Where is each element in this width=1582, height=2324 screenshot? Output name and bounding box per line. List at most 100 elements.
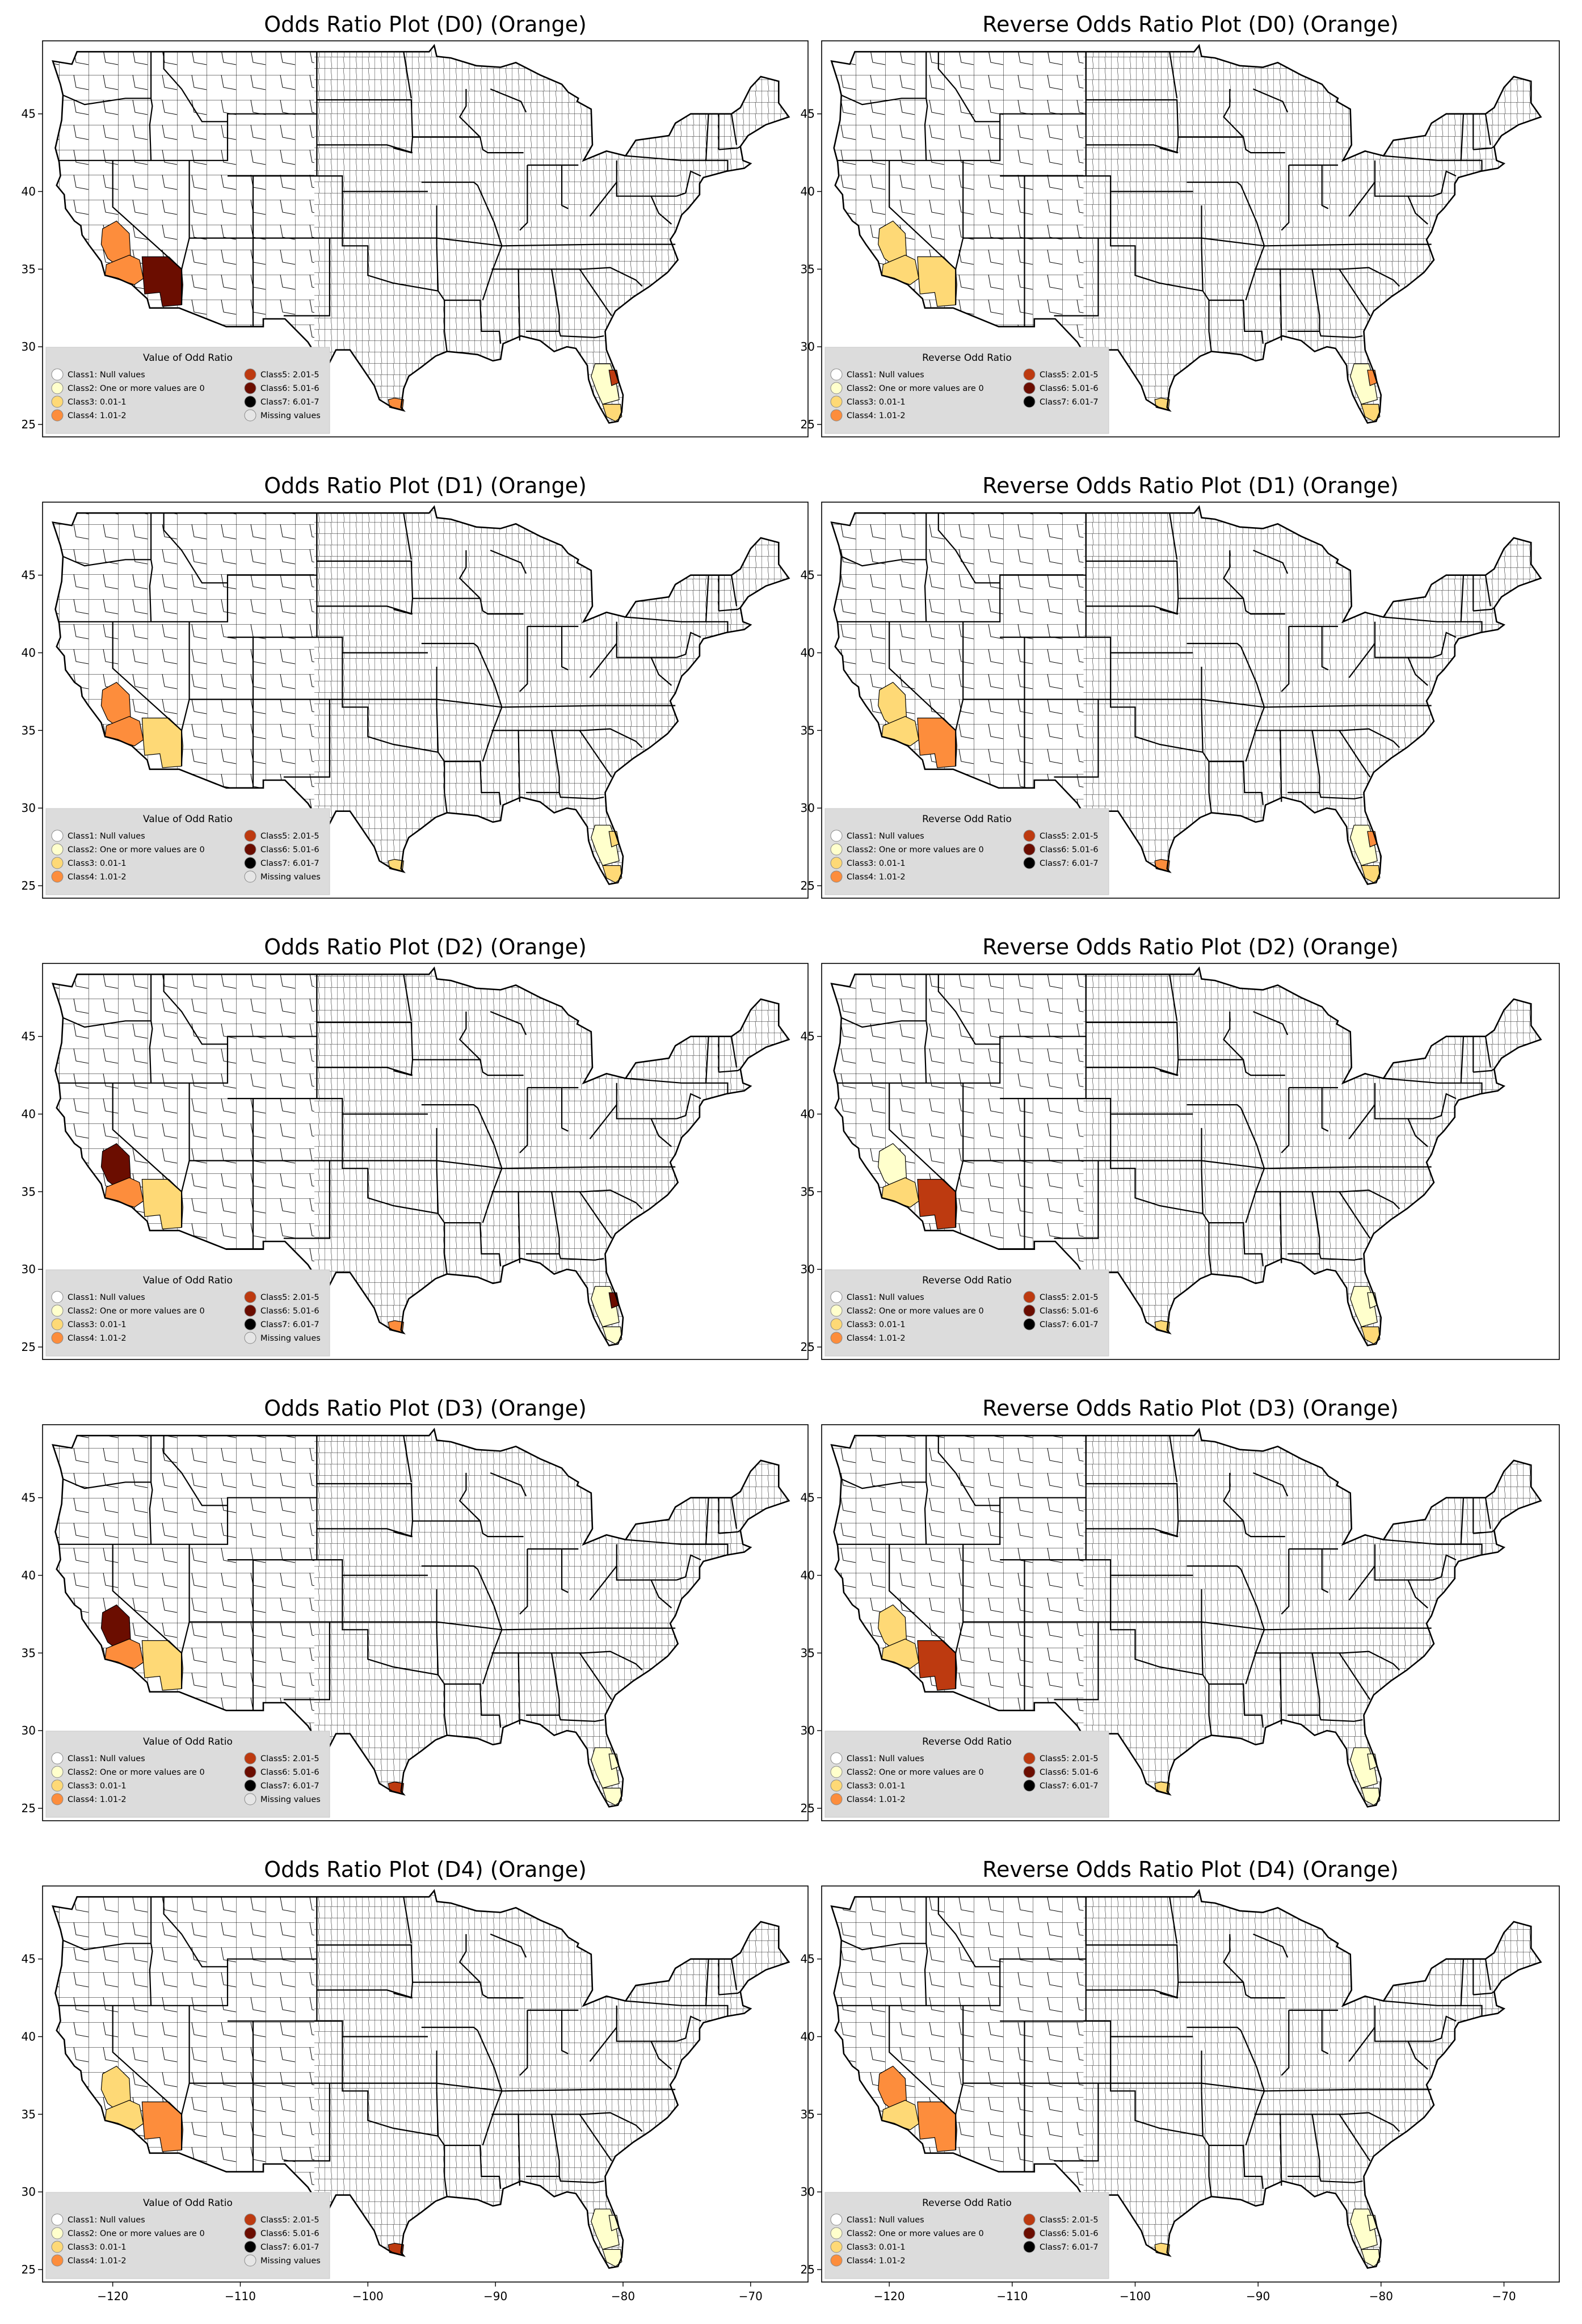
state-border bbox=[1339, 730, 1371, 778]
state-border bbox=[841, 1017, 927, 1028]
state-border bbox=[1383, 575, 1465, 622]
state-border bbox=[1209, 299, 1264, 344]
legend-box bbox=[824, 808, 1109, 895]
state-border bbox=[924, 974, 928, 1083]
state-border bbox=[517, 2114, 520, 2186]
state-border bbox=[924, 52, 928, 161]
state-border bbox=[589, 643, 617, 678]
conus-outline bbox=[52, 1428, 790, 1808]
state-border bbox=[413, 1520, 524, 1538]
state-border bbox=[1484, 1036, 1491, 1068]
state-border bbox=[1432, 1554, 1457, 1581]
legend-item-label: Class6: 5.01-6 bbox=[1040, 1768, 1099, 1777]
legend-marker bbox=[51, 843, 64, 856]
state-border bbox=[718, 146, 741, 150]
state-border bbox=[490, 88, 527, 113]
state-border bbox=[676, 2015, 701, 2042]
state-border bbox=[889, 160, 957, 305]
state-border bbox=[1288, 2114, 1320, 2177]
y-tick-label: 40 bbox=[801, 1569, 815, 1582]
state-border bbox=[558, 1715, 604, 1722]
legend-item-label: Class4: 1.01-2 bbox=[847, 411, 906, 420]
legend-marker bbox=[244, 2227, 256, 2239]
state-border bbox=[228, 636, 428, 654]
legend-item-label: Class4: 1.01-2 bbox=[68, 1795, 127, 1804]
legend-marker bbox=[830, 368, 843, 381]
state-border bbox=[1169, 1435, 1178, 1483]
state-border bbox=[490, 549, 527, 574]
state-border bbox=[436, 2091, 439, 2136]
state-border bbox=[477, 1569, 503, 1685]
legend-marker bbox=[51, 1304, 64, 1317]
state-border bbox=[706, 1082, 729, 1094]
legend-item-label: Class7: 6.01-7 bbox=[1040, 859, 1099, 868]
state-border bbox=[706, 2005, 729, 2016]
state-border bbox=[1319, 792, 1363, 799]
legend-marker bbox=[244, 2254, 256, 2267]
legend-marker bbox=[244, 1318, 256, 1331]
panel-title: Odds Ratio Plot (D1) (Orange) bbox=[264, 473, 587, 498]
legend-item-label: Class6: 5.01-6 bbox=[260, 1307, 319, 1316]
state-border bbox=[436, 1630, 439, 1675]
legend-box bbox=[45, 2192, 330, 2279]
conus-outline bbox=[52, 505, 790, 885]
legend-marker bbox=[244, 395, 256, 408]
legend-item-label: Class7: 6.01-7 bbox=[260, 859, 319, 868]
legend-marker bbox=[244, 409, 256, 422]
state-border bbox=[561, 1549, 569, 1593]
legend-item-label: Class2: One or more values are 0 bbox=[68, 1768, 205, 1777]
state-border bbox=[413, 1981, 524, 1999]
state-border bbox=[1473, 1530, 1495, 1534]
state-border bbox=[1209, 760, 1264, 805]
legend-item-label: Missing values bbox=[260, 873, 321, 882]
state-border bbox=[1085, 1067, 1179, 1076]
state-border bbox=[163, 513, 228, 584]
state-border bbox=[1281, 2010, 1290, 2076]
axes-frame bbox=[42, 502, 809, 899]
state-border bbox=[1208, 300, 1212, 352]
y-tick-label: 45 bbox=[22, 1030, 36, 1043]
y-tick-label: 40 bbox=[801, 646, 815, 660]
state-border bbox=[616, 160, 677, 197]
legend-item-label: Class5: 2.01-5 bbox=[1040, 371, 1099, 380]
state-border bbox=[283, 238, 331, 317]
state-border bbox=[1407, 657, 1428, 686]
panel-title: Reverse Odds Ratio Plot (D4) (Orange) bbox=[982, 1857, 1398, 1882]
legend-item-label: Class4: 1.01-2 bbox=[68, 411, 127, 420]
state-border bbox=[149, 1897, 153, 2006]
legend-item-label: Class6: 5.01-6 bbox=[1040, 384, 1099, 393]
state-border bbox=[477, 1108, 503, 1223]
state-border bbox=[1383, 113, 1465, 161]
state-border bbox=[317, 605, 413, 615]
state-border bbox=[1169, 974, 1178, 1021]
state-border bbox=[889, 2005, 957, 2150]
state-border bbox=[413, 597, 524, 615]
state-border bbox=[317, 1067, 413, 1076]
legend-marker bbox=[51, 382, 64, 394]
state-border bbox=[718, 1991, 741, 1995]
y-tick-label: 30 bbox=[801, 340, 815, 353]
state-border bbox=[1253, 549, 1289, 574]
state-border bbox=[526, 1653, 560, 1716]
state-border bbox=[228, 2020, 428, 2037]
y-tick-label: 35 bbox=[801, 262, 815, 276]
state-border bbox=[625, 1959, 709, 2006]
y-tick-label: 40 bbox=[801, 1108, 815, 1121]
legend-title: Value of Odd Ratio bbox=[143, 2197, 233, 2209]
legend-item-label: Class5: 2.01-5 bbox=[260, 1293, 319, 1302]
state-border bbox=[1240, 646, 1265, 762]
y-tick-label: 35 bbox=[801, 2107, 815, 2121]
legend-item-label: Class5: 2.01-5 bbox=[260, 371, 319, 380]
y-tick-label: 25 bbox=[801, 879, 815, 892]
state-border bbox=[1178, 136, 1285, 154]
legend-marker bbox=[51, 870, 64, 883]
legend-title: Reverse Odd Ratio bbox=[922, 1736, 1012, 1748]
y-tick-label: 25 bbox=[801, 1340, 815, 1354]
state-border bbox=[625, 1036, 709, 1084]
panel-title: Odds Ratio Plot (D4) (Orange) bbox=[264, 1857, 587, 1882]
state-border bbox=[731, 113, 738, 145]
state-border bbox=[1178, 1059, 1285, 1076]
y-tick-label: 35 bbox=[801, 1185, 815, 1198]
legend-item-label: Class4: 1.01-2 bbox=[847, 873, 906, 882]
state-border bbox=[1280, 269, 1282, 341]
